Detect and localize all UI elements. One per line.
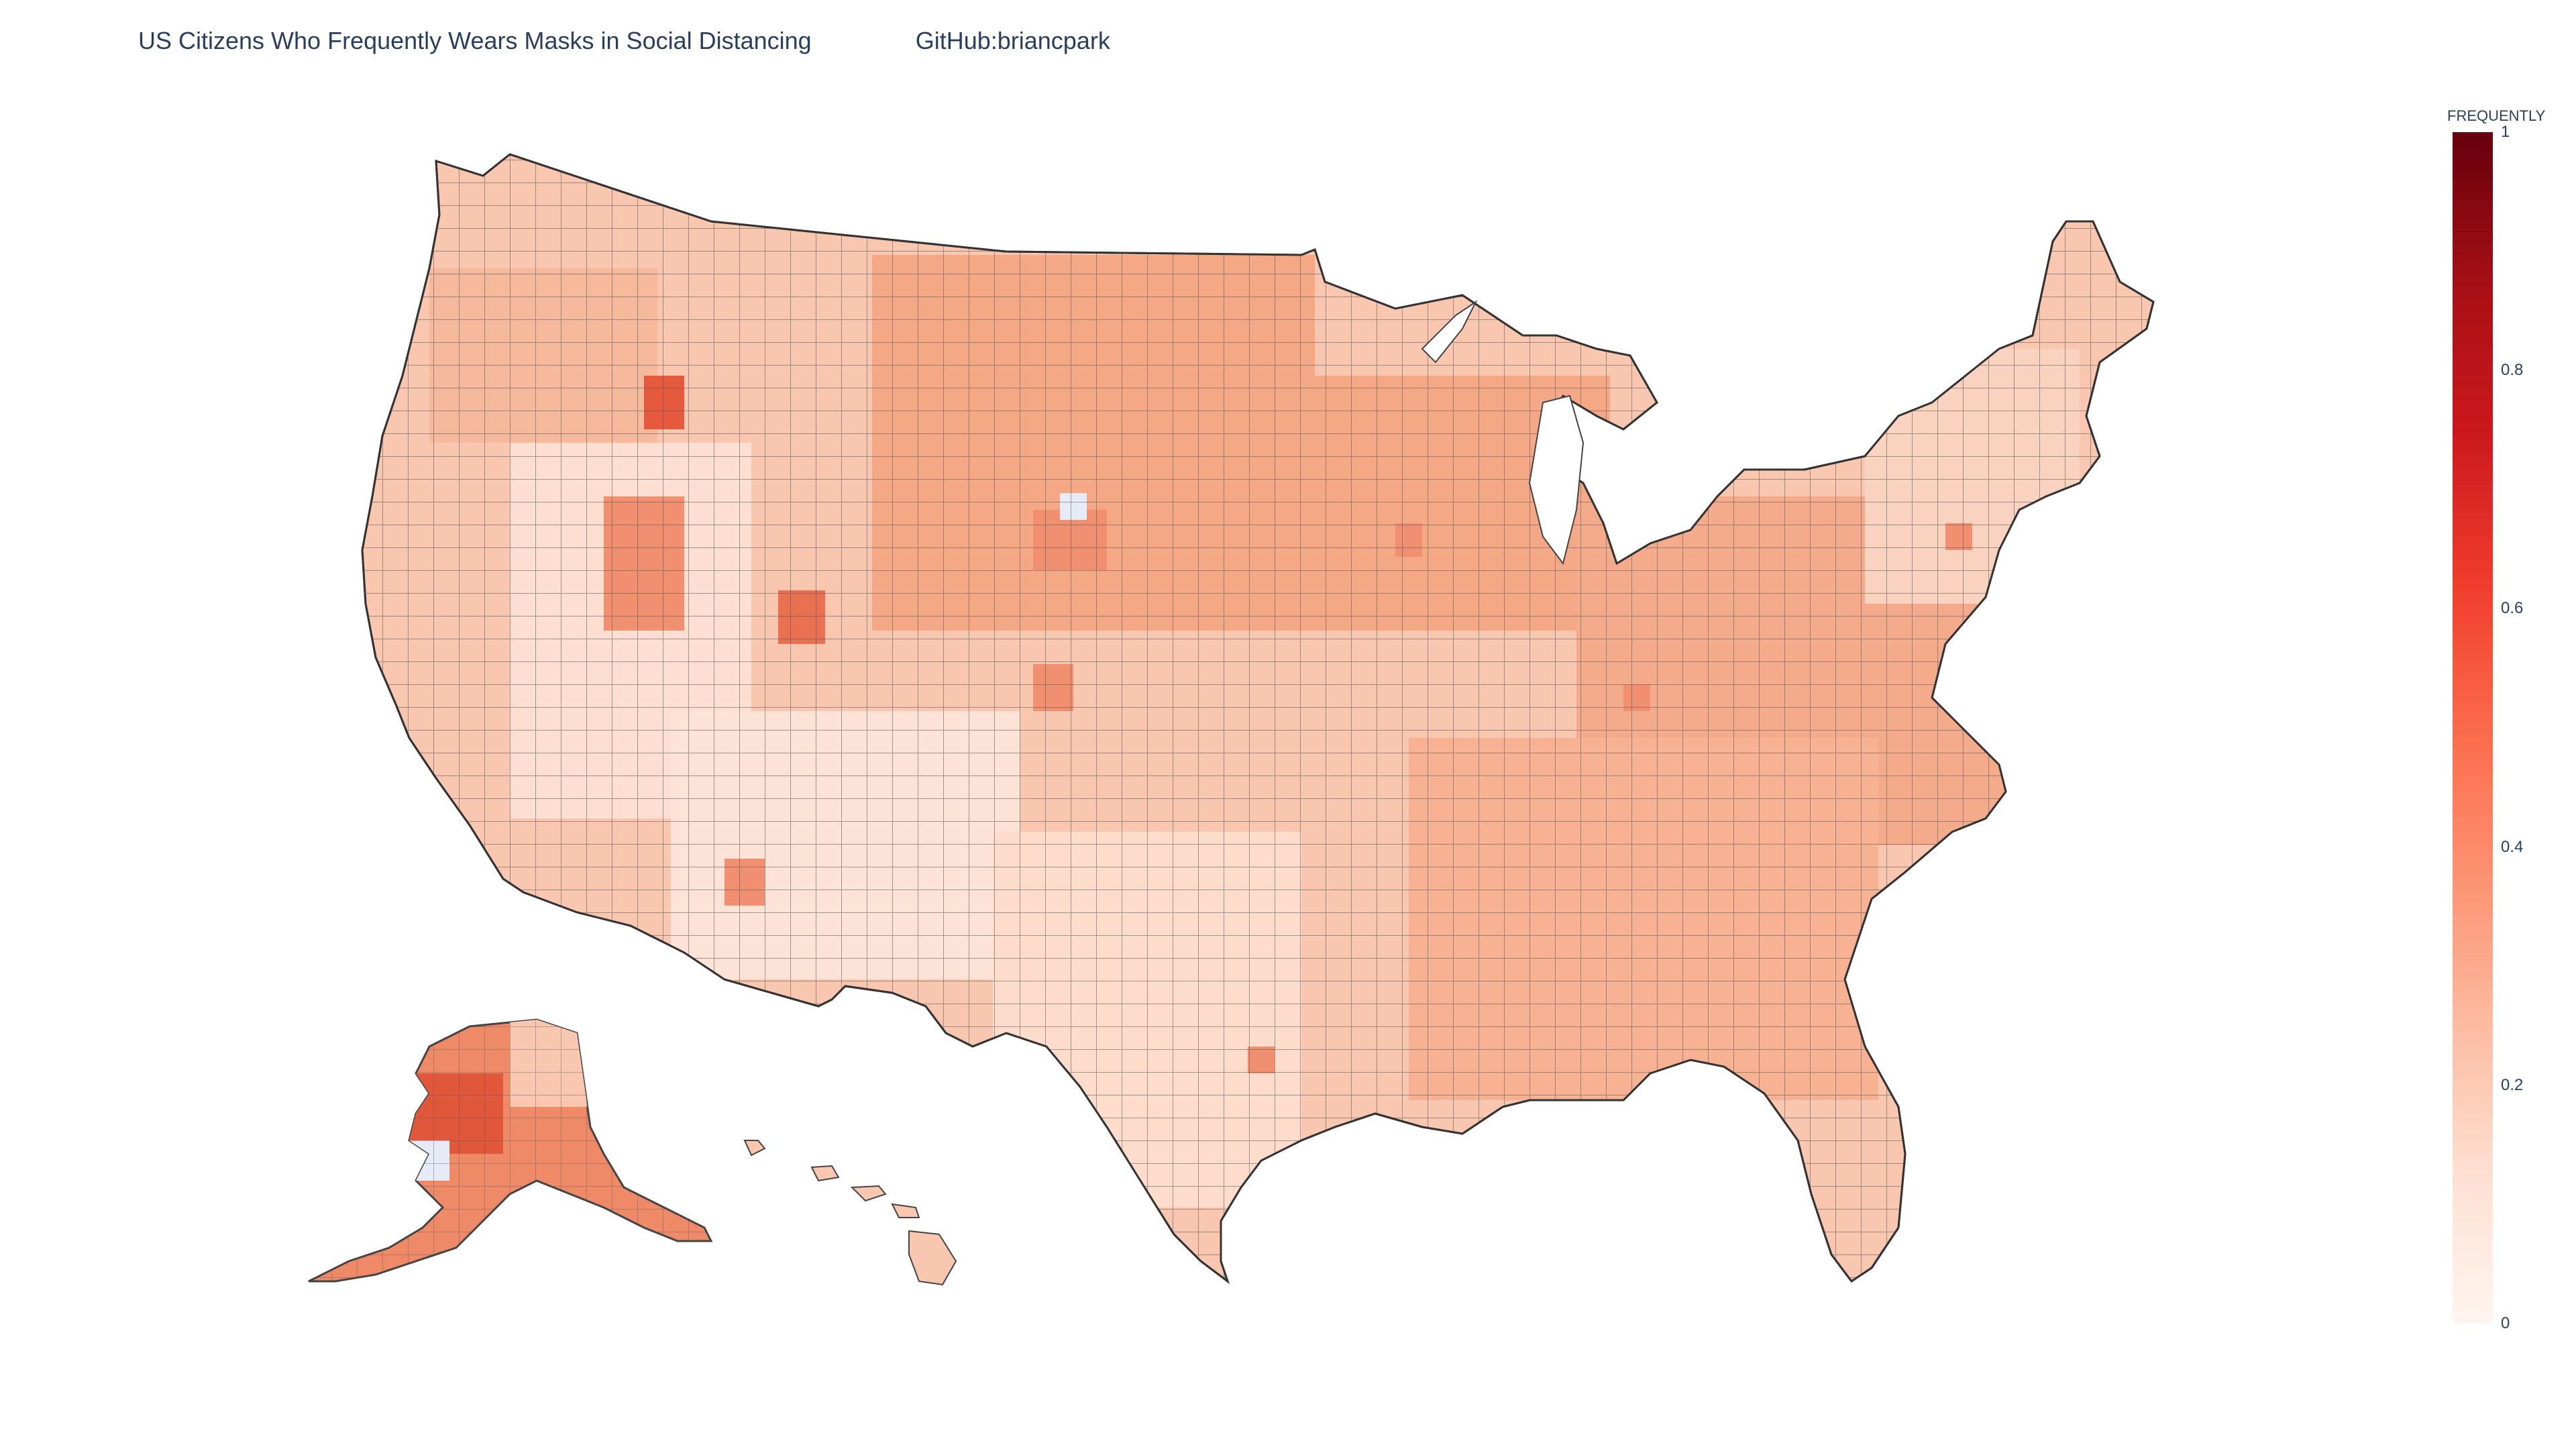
colorbar-tick-label: 0 (2501, 1314, 2510, 1332)
colorbar-tick-label: 0.8 (2501, 361, 2524, 380)
great-lakes (1421, 300, 1585, 566)
colorbar-tick-label: 0.6 (2501, 599, 2524, 618)
credit-text: GitHub:briancpark (915, 27, 1110, 54)
colorbar-tick-label: 1 (2501, 123, 2510, 141)
colorbar-tick-label: 0.4 (2501, 837, 2524, 856)
colorbar-tick-label: 0.2 (2501, 1075, 2524, 1094)
hawaii-region[interactable] (743, 1140, 957, 1286)
colorbar-gradient (2453, 132, 2493, 1324)
chart-title-text: US Citizens Who Frequently Wears Masks i… (138, 27, 812, 54)
colorbar: FREQUENTLY 0 0.2 0.4 0.6 0.8 1 (2447, 107, 2576, 1342)
colorbar-title: FREQUENTLY (2447, 107, 2546, 124)
chart-title: US Citizens Who Frequently Wears Masks i… (138, 27, 1110, 55)
